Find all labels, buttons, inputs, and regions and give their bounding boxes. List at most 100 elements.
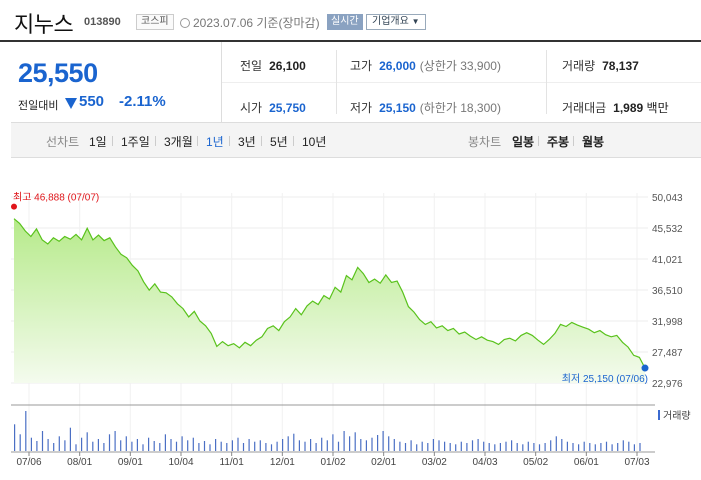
volume-bar [270,444,273,451]
volume-bar [365,440,367,451]
min-label: 최저 25,150 (07/06) [562,373,648,385]
volume-bar [248,439,250,451]
volume-bar [527,441,529,451]
volume-bar [371,437,373,451]
tab-1y[interactable]: 1년 [206,135,224,149]
tab-3y[interactable]: 3년 [238,135,256,149]
x-tick-label: 02/01 [371,457,396,468]
volume-bar [198,443,200,451]
x-tick-label: 07/03 [624,457,649,468]
clock-icon [180,18,190,28]
volume-bar [533,443,535,451]
volume-bar [388,436,390,451]
chevron-down-icon: ▼ [411,17,420,26]
volume-bar [421,441,423,451]
x-tick-label: 08/01 [67,457,92,468]
volume-bar [516,443,518,451]
tab-daily[interactable]: 일봉 [512,135,535,149]
tab-5y[interactable]: 5년 [270,135,288,149]
volume-bar [14,424,16,451]
volume-bar [538,444,541,451]
x-tick-label: 07/06 [16,457,41,468]
x-tick-label: 01/02 [320,457,345,468]
volume-bar [477,439,479,451]
volume-bar [505,441,507,451]
volume-bar [483,441,485,451]
volume-bar [120,440,122,451]
volume-bar [58,436,60,451]
volume-bar [594,444,596,451]
tab-1w[interactable]: 1주일 [121,135,150,149]
volume-bar [444,441,446,451]
tab-monthly[interactable]: 월봉 [582,135,605,149]
company-info-dropdown[interactable]: 기업개요 ▼ [366,14,426,30]
volume-bar [108,434,111,451]
volume-bar [321,437,323,451]
volume-bar [633,444,635,451]
volume-bar [561,439,563,451]
volume-bar [605,441,608,451]
volume-bar [237,437,239,451]
volume-bar [159,443,161,451]
base-date-text: 2023.07.06 기준(장마감) [193,16,320,30]
tab-1d[interactable]: 1일 [89,135,107,149]
volume-bar [103,443,105,451]
max-label: 최고 46,888 (07/07) [13,192,99,204]
volume-bar [449,443,451,451]
volume-bars [14,411,641,451]
y-tick-label: 41,021 [652,255,683,266]
down-arrow-icon [65,98,77,109]
candle-chart-label: 봉차트 [468,135,502,149]
volume-bar [92,441,94,451]
volume-bar [393,439,395,451]
volume-bar [41,431,44,451]
stat-low: 저가 25,150 (하한가 18,300) [350,101,501,115]
divider [546,50,547,114]
y-tick-label: 27,487 [652,348,683,359]
volume-bar [349,436,351,451]
volume-bar [81,437,83,451]
volume-bar [354,432,356,451]
volume-bar [220,441,222,451]
company-info-label: 기업개요 [372,16,409,27]
volume-bar [410,440,412,451]
y-tick-label: 50,043 [652,193,683,204]
volume-bar [628,441,630,451]
price-change-pct: -2.11% [119,93,166,110]
y-tick-label: 45,532 [652,224,683,235]
x-axis: 07/06 08/01 09/01 10/04 11/01 12/01 01/02 02/01… [16,452,650,468]
volume-bar [47,439,49,451]
volume-bar [97,439,99,451]
volume-legend-swatch [658,410,660,420]
volume-bar [566,441,568,451]
volume-bar [427,443,429,451]
x-tick-label: 09/01 [118,457,143,468]
volume-bar [125,436,127,451]
tab-10y[interactable]: 10년 [302,135,327,149]
realtime-button[interactable]: 실시간 [327,14,363,30]
market-badge: 코스피 [136,14,174,30]
tab-3m[interactable]: 3개월 [164,135,193,149]
volume-bar [153,441,155,451]
volume-bar [282,439,284,451]
volume-bar [399,441,401,451]
volume-bar [611,444,613,451]
volume-bar [617,443,619,451]
volume-bar [142,444,144,451]
tab-weekly[interactable]: 주봉 [547,135,570,149]
base-date: 2023.07.06 기준(장마감) [180,14,320,31]
divider [222,82,701,83]
volume-bar [572,443,574,451]
volume-bar [583,441,585,451]
volume-bar [64,440,66,451]
volume-bar [170,439,172,451]
chart-svg: 50,043 45,532 41,021 36,510 31,998 27,487 22,9… [11,192,691,468]
volume-bar [639,443,641,451]
volume-bar [404,443,407,451]
x-tick-label: 05/02 [523,457,548,468]
volume-bar [226,443,228,451]
volume-bar [499,443,501,451]
price-chart: 50,043 45,532 41,021 36,510 31,998 27,487 22,9… [0,158,701,475]
volume-bar [304,441,306,451]
volume-bar [600,443,602,451]
